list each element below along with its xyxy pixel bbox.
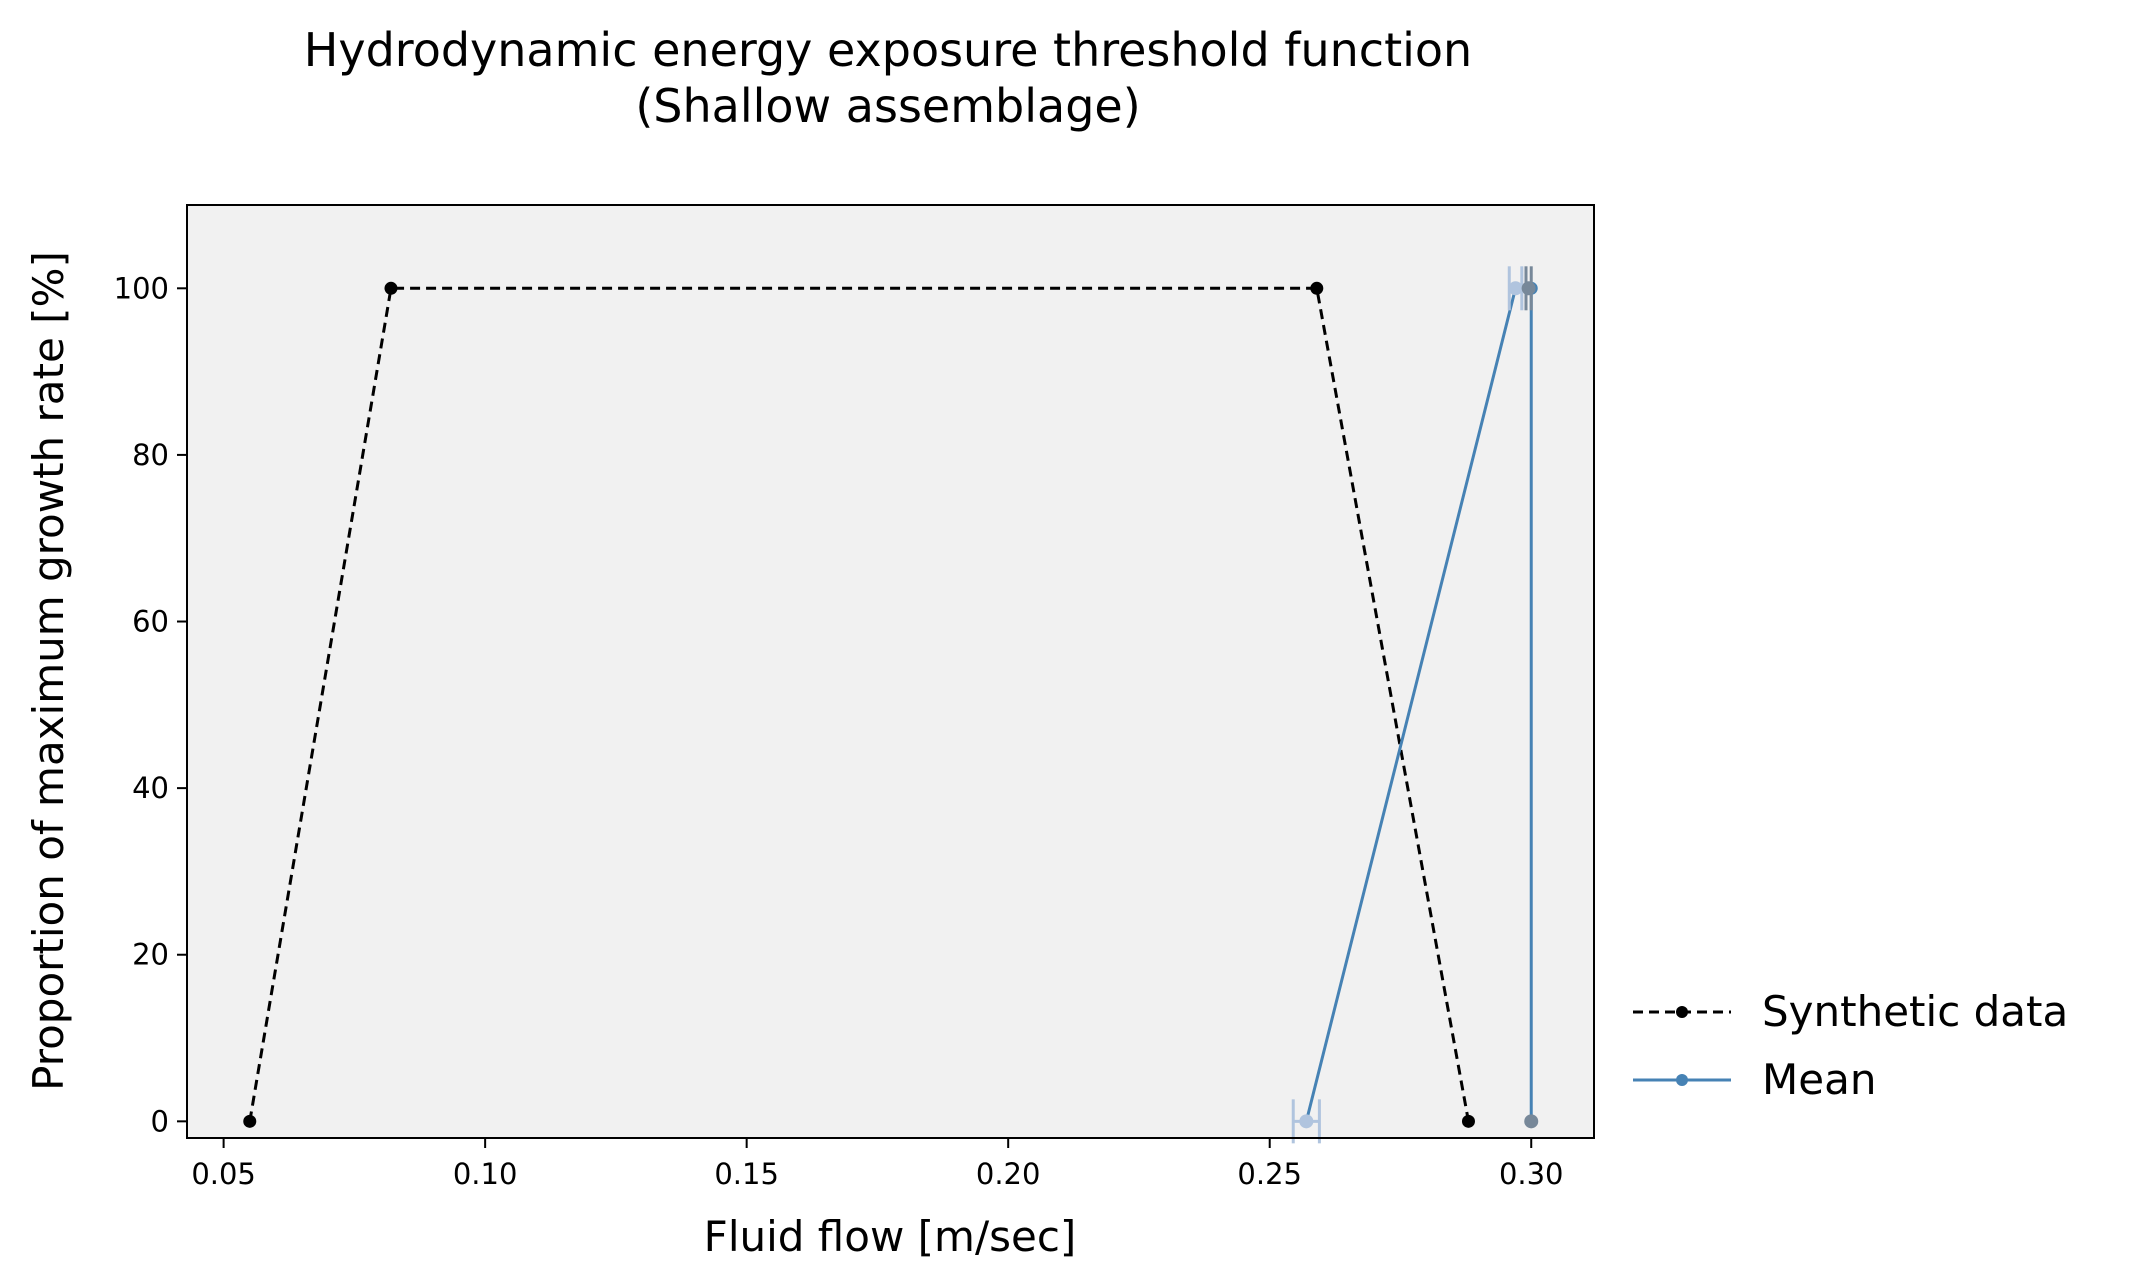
x-tick-label: 0.30 — [1499, 1157, 1564, 1191]
y-axis-label: Proportion of maximum growth rate [%] — [24, 251, 73, 1091]
x-axis: 0.05 0.10 0.15 0.20 0.25 0.30 — [191, 1138, 1564, 1191]
data-point-synthetic-data — [1310, 281, 1324, 295]
legend-label-synthetic: Synthetic data — [1762, 987, 2068, 1036]
series-line-synthetic-data — [248, 286, 1470, 1122]
y-axis: 0 20 40 60 80 100 — [114, 271, 187, 1138]
legend-marker-mean — [1676, 1074, 1688, 1086]
plot-frame — [186, 204, 1595, 1139]
overlay-point — [1508, 281, 1523, 296]
data-point-synthetic-data — [384, 281, 398, 295]
x-axis-label: Fluid flow [m/sec] — [704, 1212, 1077, 1261]
y-tick-label: 80 — [132, 438, 169, 472]
x-tick-label: 0.05 — [191, 1157, 256, 1191]
legend: Synthetic data Mean — [1633, 987, 2068, 1104]
y-tick-label: 100 — [114, 271, 169, 305]
x-tick-label: 0.20 — [976, 1157, 1041, 1191]
y-tick-label: 0 — [151, 1104, 169, 1138]
x-tick-label: 0.10 — [453, 1157, 518, 1191]
data-point-synthetic-data — [1461, 1114, 1475, 1128]
y-tick-label: 20 — [132, 938, 169, 972]
x-tick-label: 0.15 — [714, 1157, 779, 1191]
overlay-point — [1299, 1114, 1314, 1129]
series-layer — [243, 266, 1539, 1144]
legend-label-mean: Mean — [1762, 1055, 1876, 1104]
overlay-point — [1524, 1114, 1539, 1129]
plot-area — [187, 205, 1594, 1138]
legend-marker-synthetic — [1676, 1006, 1688, 1018]
y-tick-label: 40 — [132, 771, 169, 805]
y-tick-label: 60 — [132, 605, 169, 639]
chart-title: Hydrodynamic energy exposure threshold f… — [304, 23, 1472, 77]
x-tick-label: 0.25 — [1237, 1157, 1302, 1191]
chart-subtitle: (Shallow assemblage) — [635, 79, 1140, 133]
overlay-point — [1521, 281, 1536, 296]
data-point-synthetic-data — [243, 1114, 257, 1128]
